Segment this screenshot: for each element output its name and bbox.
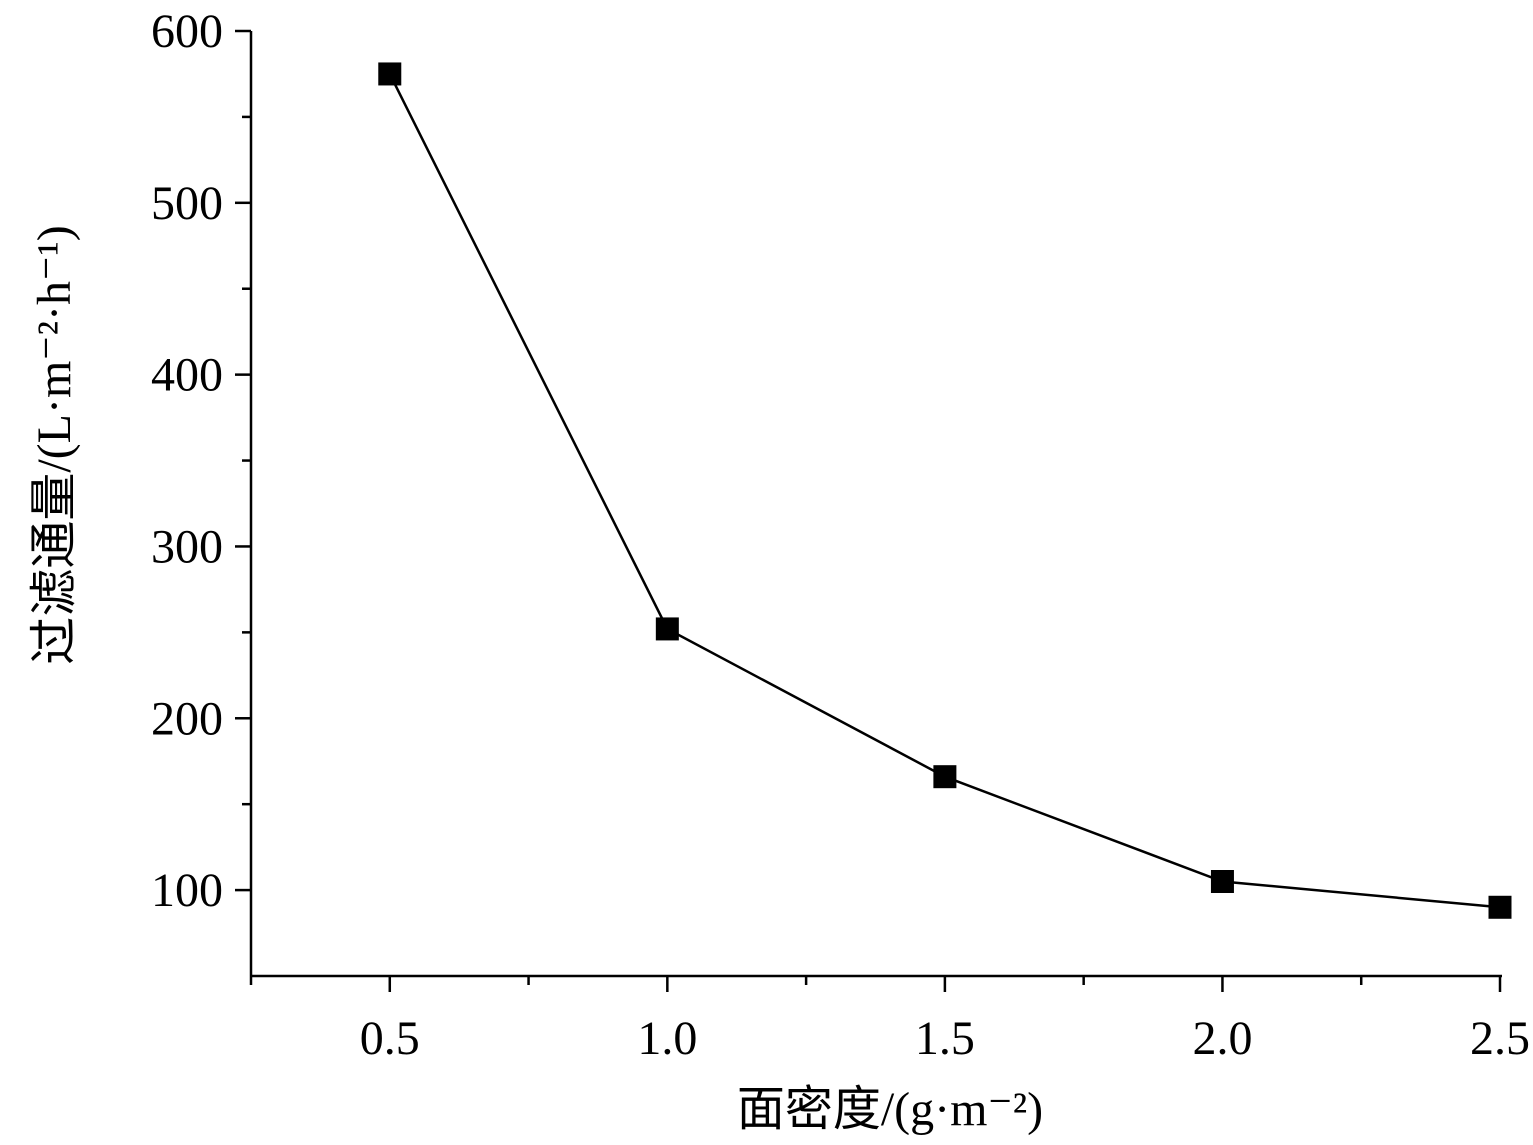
data-point-marker	[933, 765, 957, 789]
y-tick-label: 200	[151, 692, 223, 745]
y-tick-label: 500	[151, 177, 223, 230]
x-tick-label: 2.0	[1192, 1012, 1252, 1065]
y-tick-label: 300	[151, 520, 223, 573]
data-point-marker	[378, 62, 402, 86]
y-axis-title: 过滤通量/(L·m⁻²·h⁻¹)	[28, 225, 81, 664]
series-layer	[378, 62, 1512, 919]
y-tick-label: 100	[151, 864, 223, 917]
x-tick-label: 1.5	[915, 1012, 975, 1065]
data-point-marker	[1210, 870, 1234, 893]
y-tick-label: 400	[151, 349, 223, 402]
x-tick-label: 1.0	[637, 1012, 697, 1065]
x-axis-title: 面密度/(g·m⁻²)	[737, 1083, 1043, 1136]
data-point-marker	[655, 617, 679, 641]
axes: 100 200 300 400 500 600 0.5 1.0 1.5 2.0 2.5	[151, 5, 1530, 1065]
x-tick-label: 2.5	[1470, 1012, 1530, 1065]
x-tick-label: 0.5	[360, 1012, 420, 1065]
data-point-marker	[1488, 895, 1512, 919]
y-tick-label: 600	[151, 5, 223, 58]
